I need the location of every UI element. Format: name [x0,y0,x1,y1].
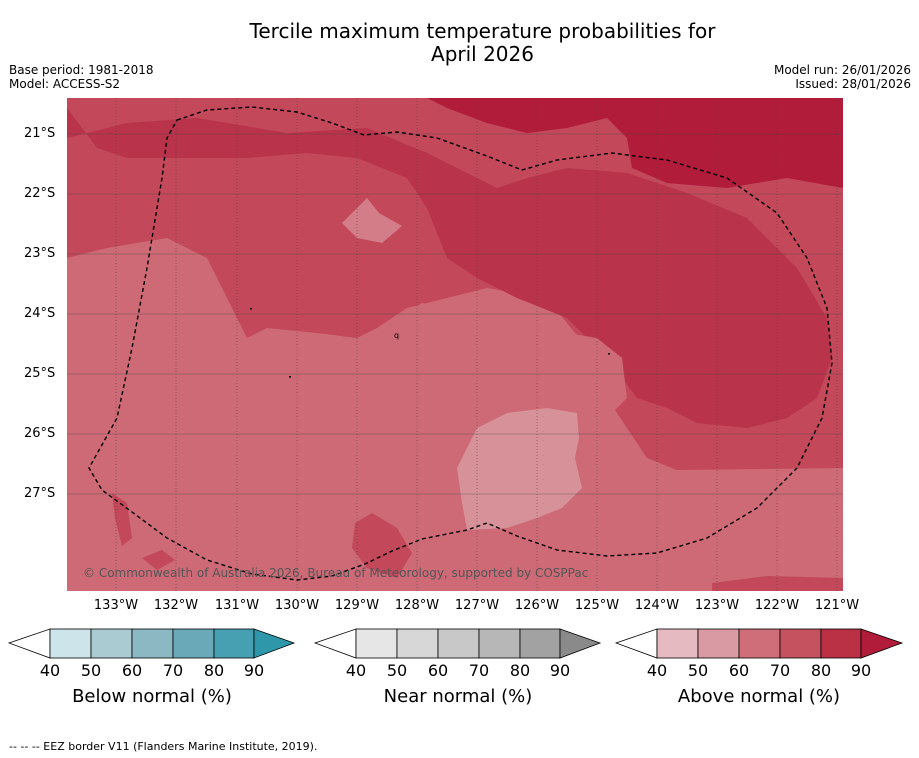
title-line-2: April 2026 [431,42,534,66]
colorbar-high-extension [253,628,296,659]
colorbar-tick: 60 [728,661,750,680]
region-80-90 [67,108,832,428]
colorbar-label-below: Below normal (%) [72,686,232,707]
colorbar-tick: 90 [549,661,571,680]
lat-label: 27°S [24,486,56,501]
colorbar-tick: 70 [468,661,490,680]
island-b [289,376,291,378]
copyright-notice: © Commonwealth of Australia 2026, Bureau… [83,566,588,580]
colorbar-high-extension [860,628,904,659]
region-70-80-se [712,576,843,591]
lat-label: 23°S [24,246,56,261]
colorbar-tick: 40 [39,661,61,680]
lon-label: 121°W [814,598,860,613]
island-label: q [394,331,399,340]
colorbar-segment [519,628,561,659]
colorbar-segment [738,628,781,659]
lat-label: 26°S [24,426,56,441]
model-run: Model run: 26/01/2026 [773,63,911,77]
colorbar-segment [213,628,255,659]
lon-label: 131°W [214,598,260,613]
title-line-1: Tercile maximum temperature probabilitie… [249,19,716,43]
island-a [250,308,252,310]
colorbar-tick: 80 [509,661,531,680]
region-40-50 [457,408,582,530]
colorbar-tick: 50 [80,661,102,680]
colorbar-tick: 80 [203,661,225,680]
colorbar-segment [131,628,174,659]
colorbar-tick: 40 [345,661,367,680]
colorbar-segment [478,628,521,659]
lon-label: 128°W [394,598,440,613]
island-c [608,353,610,355]
lon-label: 133°W [93,598,139,613]
colorbar-label-near: Near normal (%) [383,686,533,707]
eez-border [88,106,833,581]
colorbar-segment [820,628,862,659]
colorbar-near-normal [314,628,602,659]
colorbar-tick: 60 [427,661,449,680]
colorbar-tick: 60 [121,661,143,680]
lon-label: 132°W [153,598,199,613]
lat-label: 25°S [24,366,56,381]
base-period: Base period: 1981-2018 [9,63,154,77]
lon-label: 125°W [574,598,620,613]
colorbar-segment [779,628,822,659]
region-70-80-sw [112,493,132,546]
lat-label: 21°S [24,126,56,141]
lon-label: 122°W [754,598,800,613]
colorbar-tick: 70 [769,661,791,680]
colorbar-tick: 90 [850,661,872,680]
colorbar-above-normal [615,628,904,659]
lon-label: 124°W [634,598,680,613]
lat-label: 24°S [24,306,56,321]
colorbar-segment [656,628,699,659]
colorbar-segment [90,628,133,659]
colorbar-low-extension [314,628,357,659]
colorbar-below-normal [8,628,296,659]
longitude-gridlines [115,98,838,591]
lon-label: 126°W [514,598,560,613]
colorbar-segment [49,628,92,659]
lon-label: 129°W [334,598,380,613]
lon-label: 127°W [454,598,500,613]
latitude-gridlines [67,133,843,495]
model-name: Model: ACCESS-S2 [9,77,121,91]
colorbar-tick: 90 [243,661,265,680]
colorbar-tick: 50 [386,661,408,680]
colorbar-low-extension [615,628,658,659]
colorbar-tick: 50 [687,661,709,680]
colorbar-low-extension [8,628,51,659]
meta-left: Base period: 1981-2018 Model: ACCESS-S2 [9,63,154,91]
lon-label: 123°W [694,598,740,613]
eez-footer-note: -- -- -- EEZ border V11 (Flanders Marine… [9,740,318,753]
meta-right: Model run: 26/01/2026 Issued: 28/01/2026 [774,63,911,91]
colorbar-high-extension [559,628,602,659]
colorbar-tick: 40 [646,661,668,680]
colorbar-tick: 70 [162,661,184,680]
region-90-plus [427,98,843,188]
issued-date: Issued: 28/01/2026 [795,77,911,91]
probability-map: q © Commonwealth of Australia 2026, Bure… [67,98,843,591]
colorbar-segment [697,628,740,659]
chart-title: Tercile maximum temperature probabilitie… [0,20,919,66]
lon-label: 130°W [274,598,320,613]
colorbar-segment [437,628,480,659]
colorbar-label-above: Above normal (%) [677,686,841,707]
region-70-80-s1 [142,550,175,570]
lat-label: 22°S [24,186,56,201]
region-70-80-s2 [352,513,412,578]
colorbar-segment [355,628,398,659]
colorbar-segment [396,628,439,659]
colorbar-tick: 80 [810,661,832,680]
region-60-70-center [367,303,627,508]
colorbar-segment [172,628,215,659]
